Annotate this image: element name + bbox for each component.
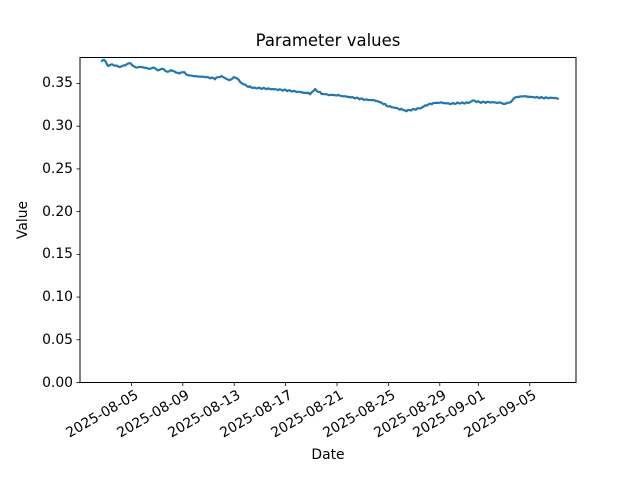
y-tick-label: 0.35 <box>42 75 73 92</box>
y-tick-label: 0.05 <box>42 331 73 348</box>
y-tick-label: 0.00 <box>42 374 73 391</box>
data-series-line <box>100 58 560 113</box>
y-tick-label: 0.30 <box>42 118 73 135</box>
y-tick-label: 0.20 <box>42 203 73 220</box>
y-tick-label: 0.15 <box>42 246 73 263</box>
axes-spines <box>79 57 577 383</box>
y-tick-label: 0.10 <box>42 289 73 306</box>
y-axis-label: Value <box>15 200 31 240</box>
y-tick-label: 0.25 <box>42 160 73 177</box>
chart-title: Parameter values <box>255 31 401 50</box>
x-axis-label: Date <box>311 447 345 463</box>
